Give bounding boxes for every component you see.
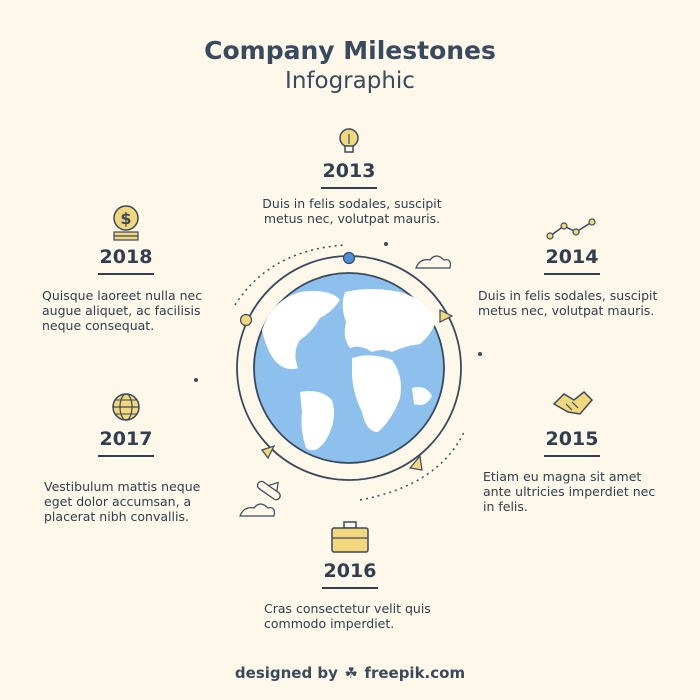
- briefcase-icon: [331, 521, 369, 553]
- arrow-marker-right: [439, 309, 454, 323]
- sparkle-icon: [194, 242, 482, 382]
- marker-blue: [342, 251, 356, 265]
- handshake-icon: [552, 390, 594, 415]
- milestone-year-2014: 2014: [545, 246, 599, 268]
- year-underline: [321, 187, 377, 189]
- milestone-year-2015: 2015: [545, 428, 599, 450]
- cloud-icon: [415, 255, 451, 269]
- footer-brand[interactable]: freepik.com: [364, 664, 466, 682]
- year-underline: [98, 273, 154, 275]
- milestone-desc-2014: Duis in felis sodales, suscipit metus nec…: [478, 288, 658, 318]
- page-title: Company Milestones: [204, 36, 496, 65]
- milestone-desc-2018: Quisque laoreet nulla nec augue aliquet, …: [42, 288, 203, 333]
- year-underline: [544, 273, 600, 275]
- freepik-logo-icon: ☘: [344, 664, 358, 682]
- year-underline: [544, 455, 600, 457]
- milestone-year-2013: 2013: [322, 160, 376, 182]
- footer-credit: designed by ☘ freepik.com: [0, 664, 700, 682]
- globe-continents: [262, 289, 436, 451]
- cloud-icon: [239, 503, 275, 517]
- milestone-desc-2016: Cras consectetur velit quis commodo imper…: [264, 601, 431, 631]
- dotted-arc-top: [234, 244, 346, 306]
- lightbulb-icon: [339, 128, 359, 153]
- year-underline: [322, 587, 378, 589]
- airplane-icon: [256, 480, 281, 501]
- marker-yellow: [239, 313, 253, 327]
- arrow-marker-left: [261, 444, 276, 460]
- svg-text:$: $: [120, 209, 131, 228]
- page-subtitle: Infographic: [285, 68, 415, 94]
- milestone-year-2017: 2017: [99, 428, 153, 450]
- year-underline: [98, 455, 154, 457]
- dollar-coin-icon: $: [113, 205, 139, 241]
- milestone-desc-2013: Duis in felis sodales, suscipit metus nec…: [262, 196, 442, 226]
- milestone-year-2016: 2016: [323, 560, 377, 582]
- milestone-desc-2017: Vestibulum mattis neque eget dolor accums…: [44, 479, 201, 524]
- milestone-year-2018: 2018: [99, 246, 153, 268]
- footer-prefix: designed by: [234, 664, 338, 682]
- milestone-desc-2015: Etiam eu magna sit amet ante ultricies im…: [483, 469, 656, 514]
- arrow-marker-bottom-right: [408, 454, 423, 471]
- line-chart-icon: [546, 218, 596, 240]
- globe-grid-icon: [112, 393, 140, 421]
